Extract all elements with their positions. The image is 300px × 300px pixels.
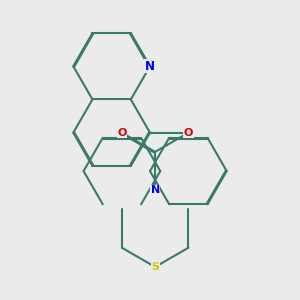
Text: S: S <box>151 262 159 272</box>
Text: O: O <box>117 128 127 138</box>
Text: N: N <box>151 185 160 195</box>
Text: O: O <box>184 128 193 138</box>
Text: N: N <box>145 60 155 73</box>
